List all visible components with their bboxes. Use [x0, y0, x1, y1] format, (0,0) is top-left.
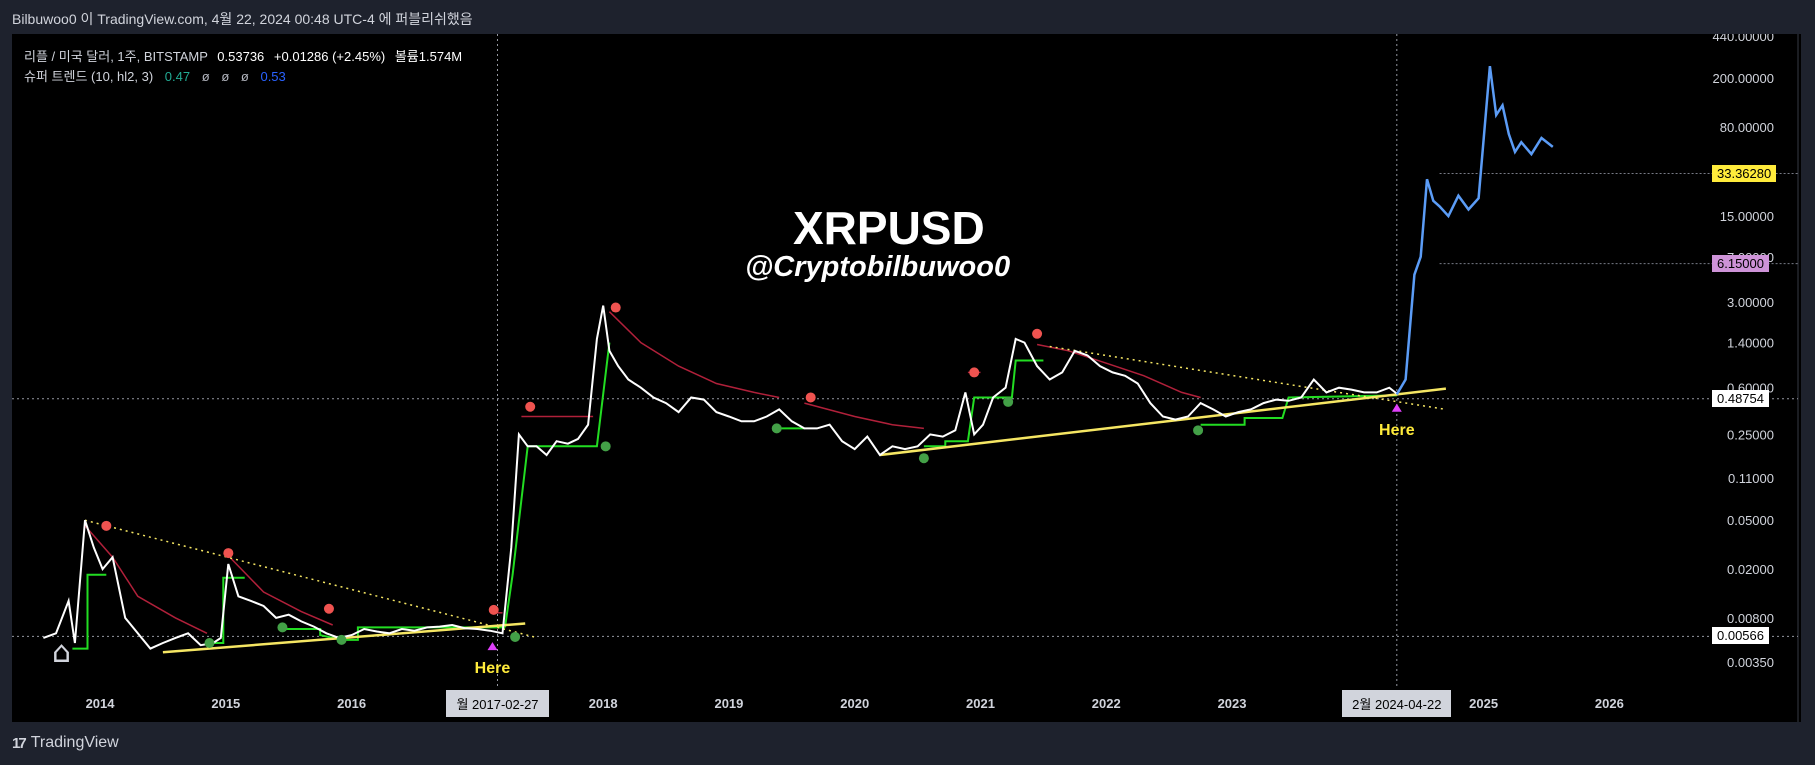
price-tag: 6.15000 [1712, 254, 1769, 272]
date-tag: 월 2017-02-27 [446, 690, 549, 717]
tradingview-logo[interactable]: 17 TradingView [12, 734, 119, 752]
y-tick-label: 3.00000 [1727, 295, 1774, 310]
indicator-na-1: ø [201, 69, 210, 84]
attribution-bar: Bilbuwoo0 이 TradingView.com, 4월 22, 2024… [0, 0, 1815, 34]
supertrend-sell-dot [488, 604, 499, 615]
indicator-na-2: ø [221, 69, 230, 84]
x-tick-label: 2020 [840, 696, 869, 711]
support-trendline [879, 387, 1447, 457]
symbol-name: 리플 / 미국 달러, 1주, BITSTAMP [24, 49, 208, 64]
supertrend-down-line [1036, 343, 1201, 399]
y-tick-label: 440.00000 [1713, 34, 1774, 44]
time-axis-background [12, 684, 1801, 722]
supertrend-sell-dot [101, 520, 112, 531]
y-tick-label: 0.25000 [1727, 427, 1774, 442]
date-tag: 2월 2024-04-22 [1342, 690, 1452, 717]
price-change: +0.01286 (+2.45%) [273, 49, 386, 64]
author-handle: @Cryptobilbuwoo0 [745, 251, 1011, 283]
attribution-text: Bilbuwoo0 이 TradingView.com, 4월 22, 2024… [12, 11, 473, 27]
supertrend-buy-dot [771, 423, 782, 434]
supertrend-up-line [72, 573, 107, 650]
indicator-value-down: 0.53 [260, 69, 286, 84]
x-tick-label: 2019 [714, 696, 743, 711]
price-value: 0.53736 [217, 49, 265, 64]
indicator-name: 슈퍼 트렌드 (10, hl2, 3) [24, 69, 154, 84]
x-tick-label: 2025 [1469, 696, 1498, 711]
x-tick-label: 2022 [1092, 696, 1121, 711]
chart-title: XRPUSD [793, 202, 985, 254]
indicator-legend: 슈퍼 트렌드 (10, hl2, 3) 0.47 ø ø ø 0.53 [24, 66, 286, 85]
resistance-dotted-line [1049, 345, 1447, 411]
footer: 17 TradingView [0, 722, 1815, 765]
supertrend-down-line [804, 402, 924, 430]
y-tick-label: 0.02000 [1727, 562, 1774, 577]
brand-name: TradingView [30, 734, 119, 751]
supertrend-sell-dot [525, 401, 536, 412]
supertrend-buy-dot [277, 622, 288, 633]
price-tag: 0.48754 [1712, 389, 1769, 407]
y-tick-label: 0.00800 [1727, 611, 1774, 626]
projection-line [1395, 65, 1554, 396]
plot-background [12, 34, 1801, 722]
signal-triangle [487, 642, 498, 651]
x-tick-label: 2026 [1595, 696, 1624, 711]
x-tick-label: 2014 [86, 696, 116, 711]
supertrend-down-line [608, 311, 780, 399]
y-tick-label: 0.11000 [1728, 471, 1774, 486]
supertrend-sell-dot [223, 548, 234, 559]
supertrend-sell-dot [805, 392, 816, 403]
supertrend-buy-dot [918, 453, 929, 464]
signal-triangle [1391, 403, 1402, 412]
x-tick-label: 2023 [1218, 696, 1247, 711]
y-tick-label: 200.00000 [1713, 71, 1774, 86]
supertrend-buy-dot [1193, 425, 1204, 436]
y-tick-label: 0.05000 [1727, 513, 1774, 528]
supertrend-sell-dot [323, 603, 334, 614]
price-tag: 0.00566 [1712, 627, 1769, 645]
y-tick-label: 0.00350 [1727, 655, 1774, 670]
supertrend-down-line [84, 525, 208, 634]
price-tag: 33.36280 [1712, 164, 1777, 182]
volume-value: 볼륨1.574M [394, 49, 463, 64]
price-chart[interactable]: 440.00000200.0000080.0000015.000007.0000… [0, 34, 1815, 722]
symbol-legend: 리플 / 미국 달러, 1주, BITSTAMP 0.53736 +0.0128… [24, 46, 462, 65]
supertrend-buy-dot [510, 631, 521, 642]
x-tick-label: 2021 [966, 696, 995, 711]
supertrend-down-line [225, 552, 333, 626]
y-tick-label: 15.00000 [1720, 209, 1774, 224]
x-tick-label: 2016 [337, 696, 366, 711]
indicator-na-3: ø [240, 69, 249, 84]
here-label: Here [475, 660, 511, 677]
supertrend-up-line [1200, 394, 1397, 426]
supertrend-buy-dot [336, 634, 347, 645]
x-tick-label: 2018 [589, 696, 618, 711]
indicator-value-up: 0.47 [164, 69, 191, 84]
supertrend-sell-dot [969, 367, 980, 378]
y-tick-label: 1.40000 [1727, 336, 1774, 351]
here-label: Here [1379, 422, 1415, 439]
x-tick-label: 2015 [211, 696, 240, 711]
supertrend-buy-dot [204, 637, 215, 648]
dino-icon: ⌂ [52, 635, 71, 670]
supertrend-sell-dot [1032, 328, 1043, 339]
tradingview-icon: 17 [12, 734, 27, 752]
supertrend-sell-dot [610, 302, 621, 313]
y-tick-label: 80.00000 [1720, 120, 1774, 135]
supertrend-buy-dot [1003, 396, 1014, 407]
supertrend-buy-dot [600, 441, 611, 452]
price-line [43, 305, 1398, 650]
